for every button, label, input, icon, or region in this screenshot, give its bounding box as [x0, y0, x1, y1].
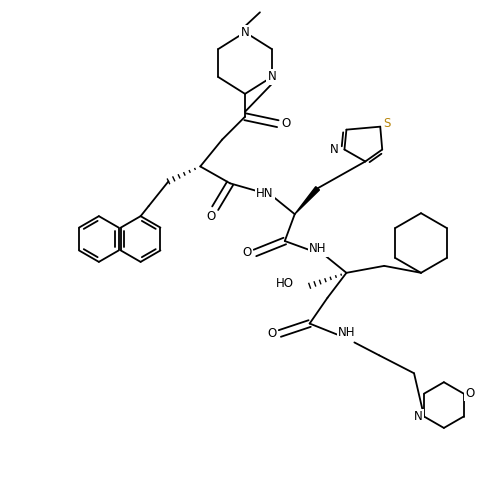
Text: N: N — [414, 410, 423, 423]
Text: O: O — [281, 117, 290, 130]
Text: NH: NH — [338, 326, 355, 339]
Text: NH: NH — [309, 243, 326, 256]
Polygon shape — [295, 187, 319, 214]
Text: O: O — [267, 327, 276, 340]
Text: S: S — [383, 117, 391, 130]
Text: N: N — [330, 143, 339, 156]
Text: O: O — [243, 246, 251, 260]
Text: O: O — [207, 209, 216, 223]
Text: HN: HN — [256, 187, 274, 200]
Text: N: N — [241, 26, 249, 39]
Text: HO: HO — [276, 278, 294, 290]
Text: N: N — [267, 70, 276, 84]
Text: O: O — [465, 387, 474, 400]
